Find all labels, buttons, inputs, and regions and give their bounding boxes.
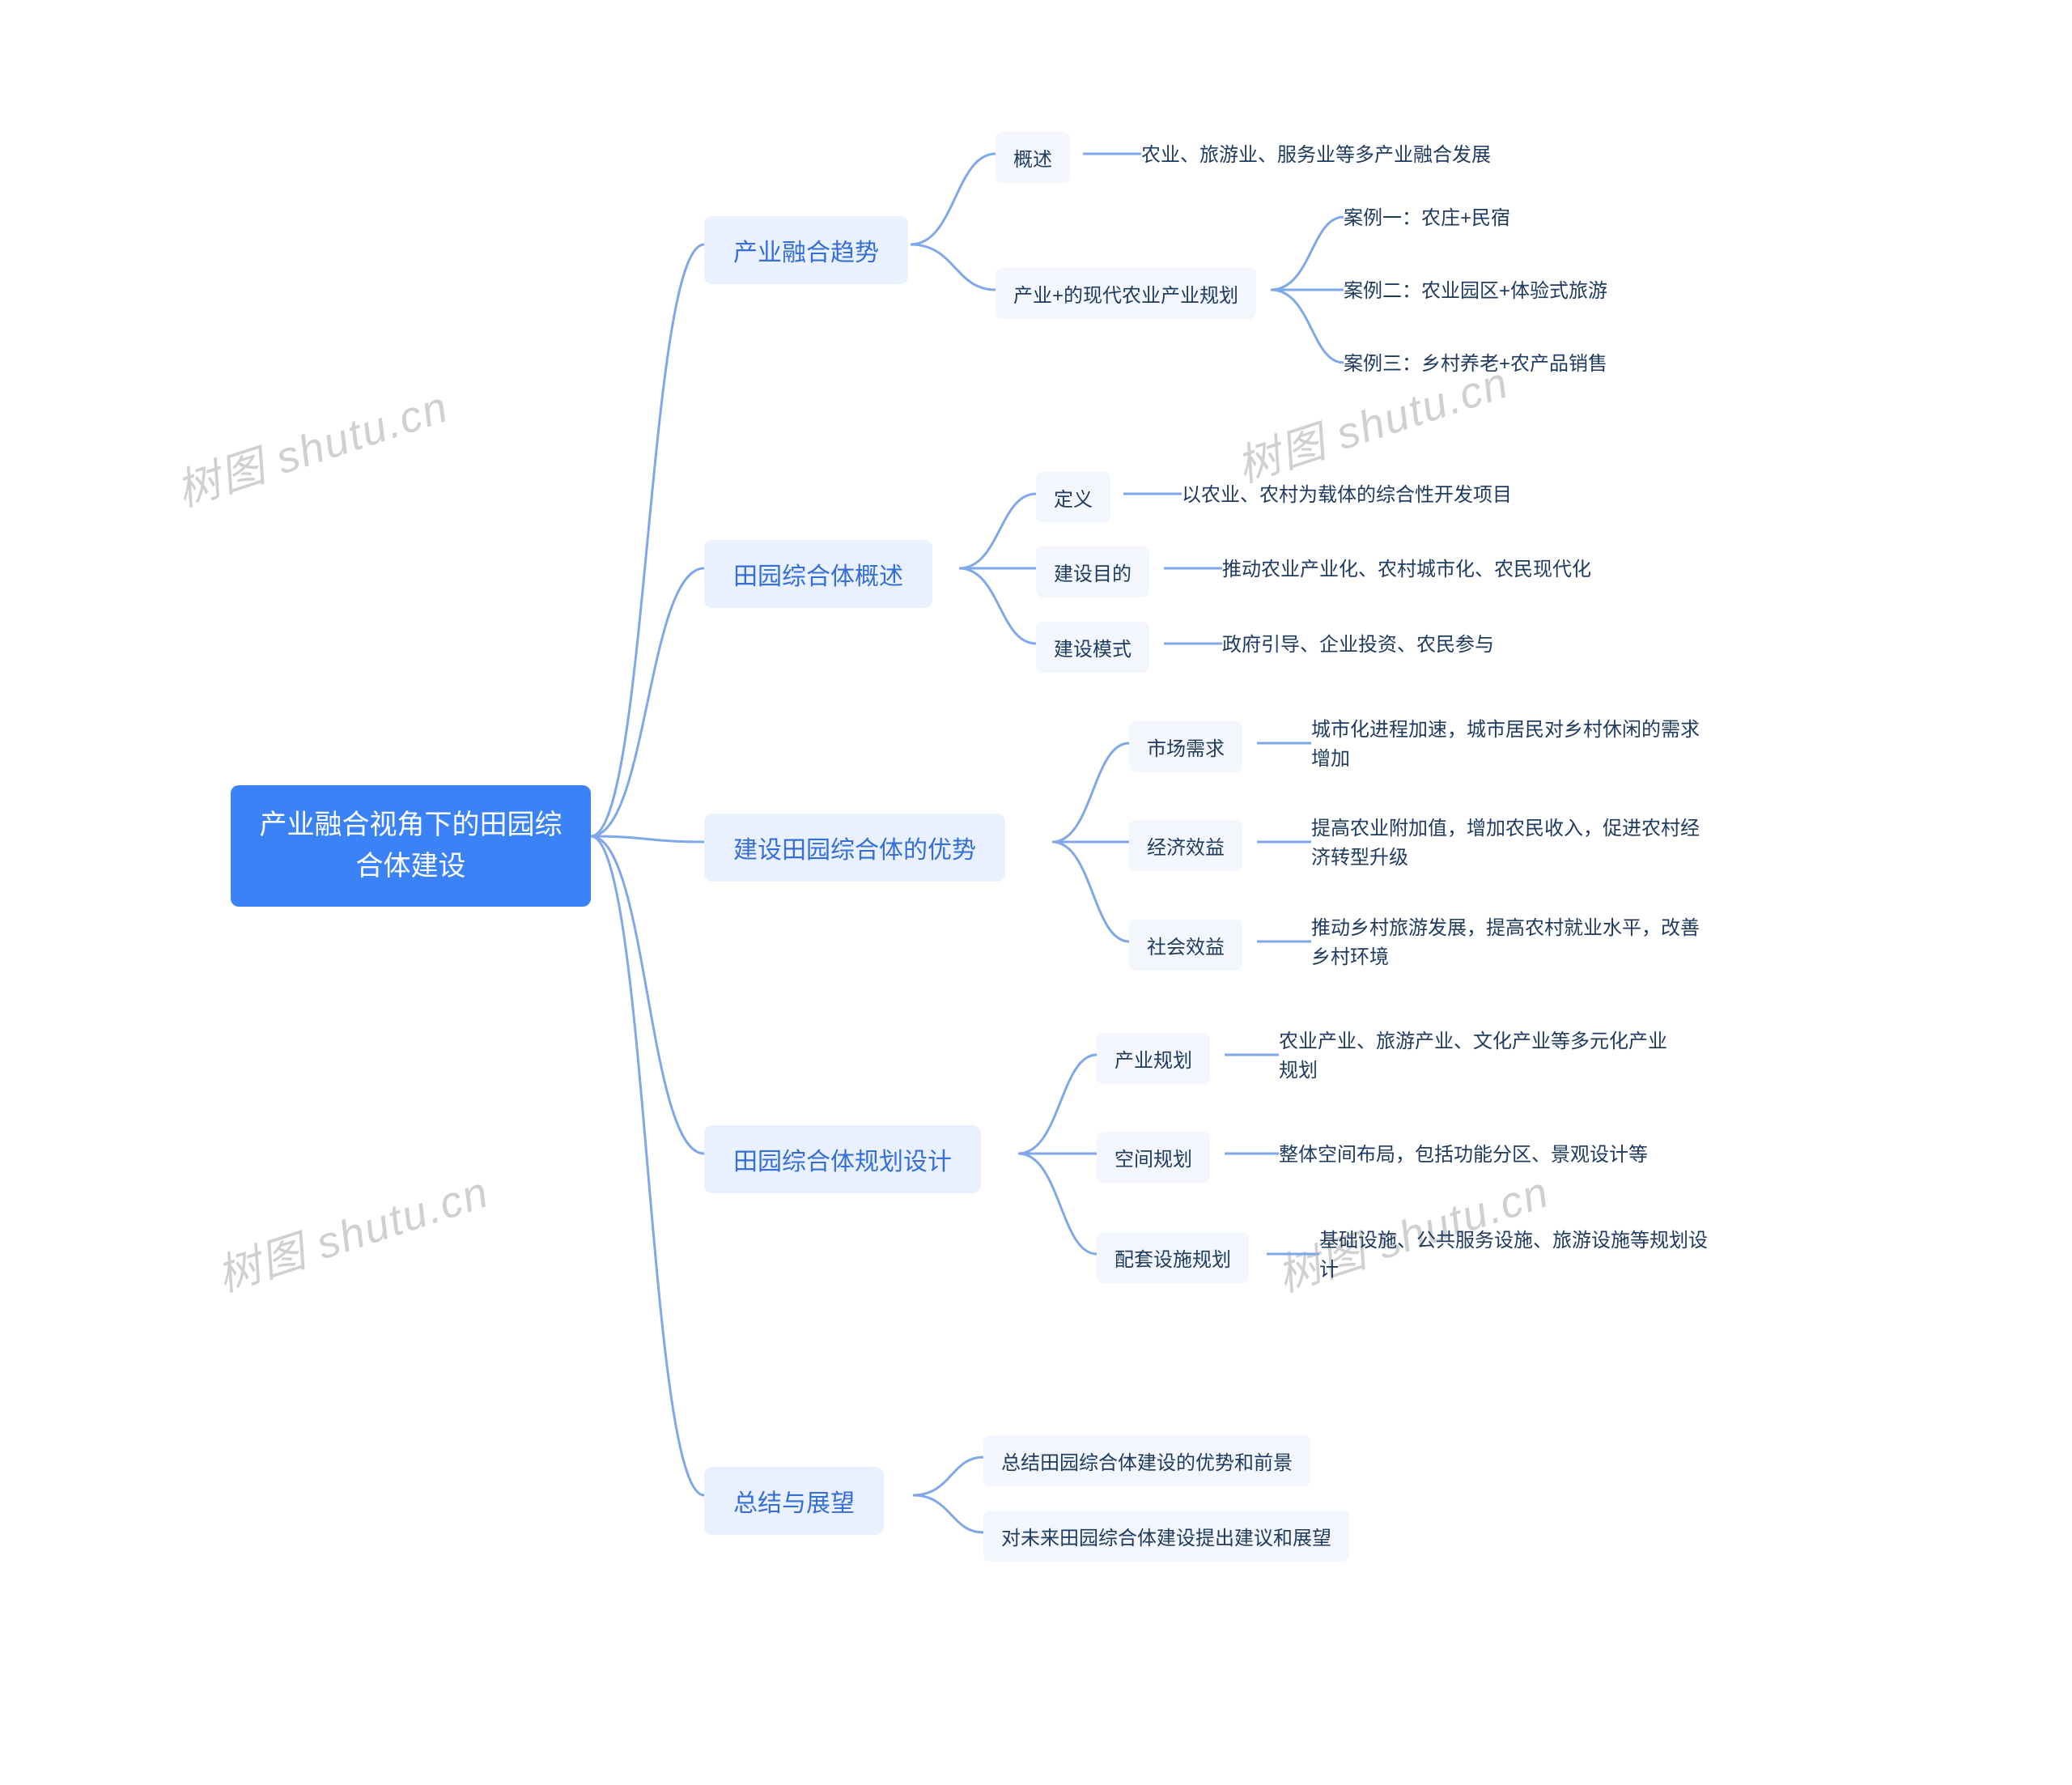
branch-5-child-2-label: 对未来田园综合体建设提出建议和展望 bbox=[1001, 1522, 1331, 1550]
branch-1[interactable]: 产业融合趋势 bbox=[704, 216, 908, 284]
branch-3-child-3-label: 社会效益 bbox=[1147, 931, 1225, 959]
branch-2-label: 田园综合体概述 bbox=[733, 556, 903, 592]
branch-3-child-2-leaf-1: 提高农业附加值，增加农民收入，促进农村经 济转型升级 bbox=[1311, 814, 1700, 873]
branch-4-child-3-label: 配套设施规划 bbox=[1115, 1243, 1231, 1272]
branch-4-label: 田园综合体规划设计 bbox=[733, 1141, 952, 1177]
branch-2-child-2-leaf-1: 推动农业产业化、农村城市化、农民现代化 bbox=[1222, 555, 1591, 584]
branch-2-child-3-label: 建设模式 bbox=[1054, 633, 1132, 661]
branch-4-child-1-label: 产业规划 bbox=[1115, 1044, 1192, 1073]
branch-1-label: 产业融合趋势 bbox=[733, 232, 879, 268]
branch-5[interactable]: 总结与展望 bbox=[704, 1467, 884, 1535]
root-label: 产业融合视角下的田园综 合体建设 bbox=[260, 805, 563, 887]
branch-3-child-3[interactable]: 社会效益 bbox=[1129, 920, 1242, 971]
branch-2-child-2[interactable]: 建设目的 bbox=[1036, 546, 1149, 597]
branch-4-child-3[interactable]: 配套设施规划 bbox=[1097, 1232, 1249, 1283]
branch-2[interactable]: 田园综合体概述 bbox=[704, 540, 932, 608]
branch-5-label: 总结与展望 bbox=[733, 1483, 855, 1519]
branch-4-child-1-leaf-1: 农业产业、旅游产业、文化产业等多元化产业 规划 bbox=[1279, 1027, 1667, 1086]
branch-2-child-3[interactable]: 建设模式 bbox=[1036, 622, 1149, 673]
branch-5-child-2[interactable]: 对未来田园综合体建设提出建议和展望 bbox=[983, 1511, 1349, 1562]
branch-2-child-2-label: 建设目的 bbox=[1054, 558, 1132, 586]
branch-3-child-3-leaf-1: 推动乡村旅游发展，提高农村就业水平，改善 乡村环境 bbox=[1311, 914, 1700, 972]
branch-3-child-1-leaf-1: 城市化进程加速，城市居民对乡村休闲的需求 增加 bbox=[1311, 716, 1700, 774]
branch-3-child-2-label: 经济效益 bbox=[1147, 831, 1225, 860]
branch-1-child-2[interactable]: 产业+的现代农业产业规划 bbox=[996, 268, 1256, 319]
branch-2-child-1[interactable]: 定义 bbox=[1036, 472, 1110, 523]
branch-1-child-2-label: 产业+的现代农业产业规划 bbox=[1013, 279, 1238, 308]
watermark: 树图 shutu.cn bbox=[207, 1156, 495, 1304]
branch-2-child-3-leaf-1: 政府引导、企业投资、农民参与 bbox=[1222, 631, 1494, 660]
branch-3[interactable]: 建设田园综合体的优势 bbox=[704, 814, 1005, 882]
branch-2-child-1-leaf-1: 以农业、农村为载体的综合性开发项目 bbox=[1182, 481, 1512, 510]
branch-5-child-1-label: 总结田园综合体建设的优势和前景 bbox=[1001, 1447, 1293, 1475]
watermark: 树图 shutu.cn bbox=[167, 371, 455, 519]
branch-3-child-2[interactable]: 经济效益 bbox=[1129, 820, 1242, 871]
branch-4-child-2-label: 空间规划 bbox=[1115, 1143, 1192, 1171]
branch-4-child-3-leaf-1: 基础设施、公共服务设施、旅游设施等规划设 计 bbox=[1319, 1226, 1708, 1285]
branch-1-child-1[interactable]: 概述 bbox=[996, 132, 1070, 183]
branch-2-child-1-label: 定义 bbox=[1054, 483, 1093, 512]
branch-1-child-1-label: 概述 bbox=[1013, 143, 1052, 172]
branch-4-child-2[interactable]: 空间规划 bbox=[1097, 1132, 1210, 1183]
root-node[interactable]: 产业融合视角下的田园综 合体建设 bbox=[231, 785, 591, 907]
branch-4-child-1[interactable]: 产业规划 bbox=[1097, 1033, 1210, 1084]
branch-3-child-1-label: 市场需求 bbox=[1147, 733, 1225, 761]
branch-3-label: 建设田园综合体的优势 bbox=[733, 830, 976, 865]
branch-1-child-2-leaf-3: 案例三：乡村养老+农产品销售 bbox=[1344, 350, 1607, 379]
branch-5-child-1[interactable]: 总结田园综合体建设的优势和前景 bbox=[983, 1435, 1310, 1486]
branch-4[interactable]: 田园综合体规划设计 bbox=[704, 1125, 981, 1193]
branch-1-child-2-leaf-1: 案例一：农庄+民宿 bbox=[1344, 204, 1510, 233]
branch-1-child-1-leaf-1: 农业、旅游业、服务业等多产业融合发展 bbox=[1141, 141, 1491, 170]
branch-3-child-1[interactable]: 市场需求 bbox=[1129, 721, 1242, 772]
branch-1-child-2-leaf-2: 案例二：农业园区+体验式旅游 bbox=[1344, 277, 1607, 306]
branch-4-child-2-leaf-1: 整体空间布局，包括功能分区、景观设计等 bbox=[1279, 1141, 1648, 1170]
